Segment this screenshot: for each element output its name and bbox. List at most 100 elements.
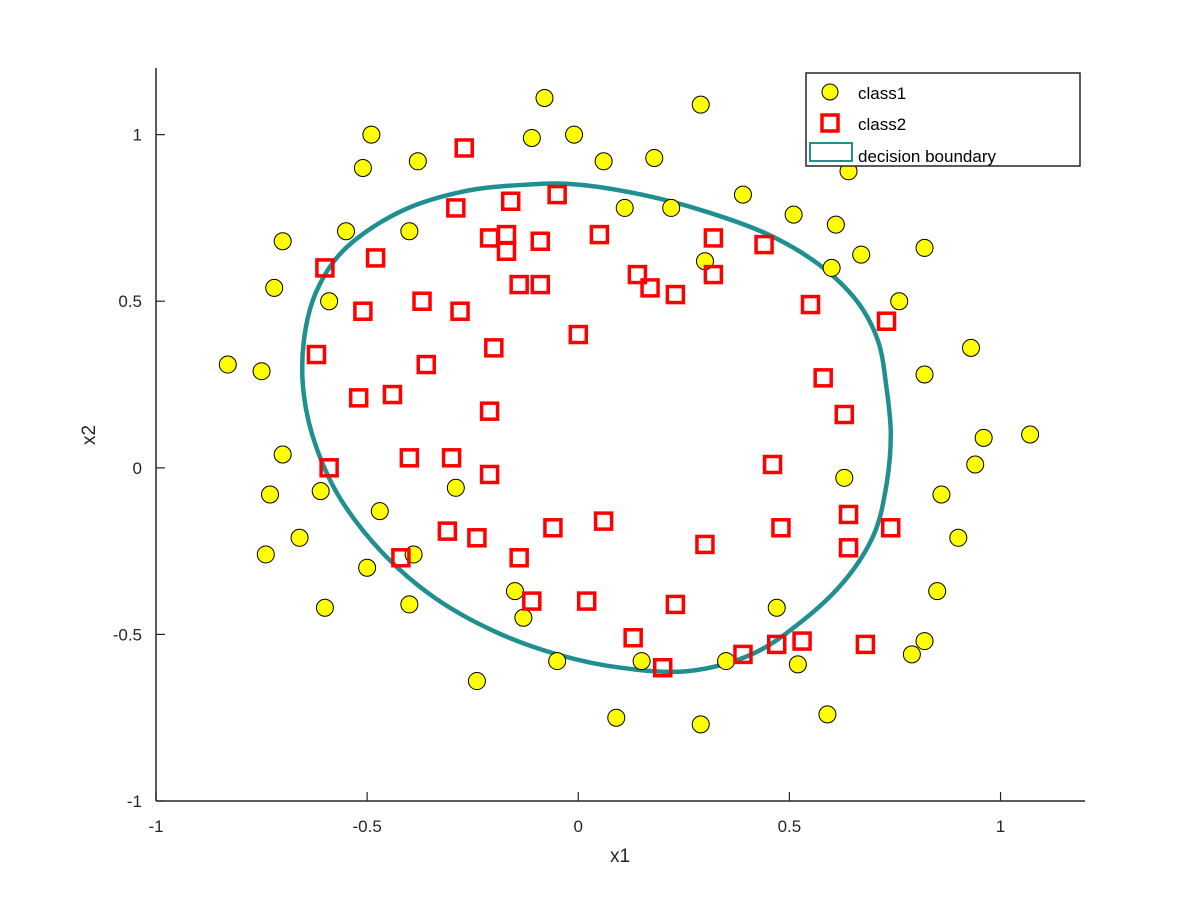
class2-point xyxy=(733,644,753,665)
class1-point xyxy=(915,365,934,384)
class1-point xyxy=(337,222,356,241)
class1-point xyxy=(645,148,664,167)
class2-point xyxy=(627,264,648,285)
class1-point xyxy=(662,198,681,217)
class1-point xyxy=(467,672,486,691)
class1-point xyxy=(522,128,541,147)
class2-point xyxy=(382,384,403,405)
class1-point xyxy=(252,362,271,381)
class2-point xyxy=(530,231,551,252)
class2-point xyxy=(589,224,610,245)
x-tick-label: 0.5 xyxy=(778,817,802,836)
y-tick-label: 0 xyxy=(133,459,142,478)
class2-point xyxy=(547,184,567,205)
class1-point xyxy=(408,152,427,171)
x-tick-label: 1 xyxy=(996,817,1005,836)
class1-point xyxy=(261,485,280,504)
class1-point xyxy=(370,502,389,521)
class1-point xyxy=(218,355,237,374)
class1-point xyxy=(928,582,947,601)
class1-point xyxy=(1021,425,1040,444)
class2-point xyxy=(467,528,487,548)
class1-point xyxy=(974,428,993,447)
class1-point xyxy=(822,258,841,277)
legend-class1-marker xyxy=(821,83,839,101)
class1-point xyxy=(505,582,524,601)
class1-point xyxy=(607,708,626,727)
class2-point xyxy=(509,548,529,568)
class2-point xyxy=(576,591,597,611)
class1-point xyxy=(632,652,651,671)
class1-point xyxy=(615,198,634,217)
class1-point xyxy=(265,278,284,297)
class2-point xyxy=(665,594,686,615)
class2-point xyxy=(348,388,369,408)
class2-point xyxy=(496,241,517,261)
class1-point xyxy=(966,455,985,474)
class2-point xyxy=(834,404,855,425)
class1-point xyxy=(446,478,465,497)
class1-point xyxy=(835,468,854,487)
class1-point xyxy=(818,705,837,724)
class2-point xyxy=(496,224,517,245)
legend-class2-label: class2 xyxy=(858,115,906,134)
x-tick-label: -1 xyxy=(148,817,163,836)
class1-point xyxy=(353,158,372,177)
class2-point xyxy=(703,228,724,248)
class2-point xyxy=(640,278,660,298)
class1-point xyxy=(358,558,377,577)
class2-point xyxy=(543,518,563,538)
class2-point xyxy=(479,401,500,421)
x-tick-label: -0.5 xyxy=(352,817,381,836)
class2-point xyxy=(441,448,462,468)
class1-point xyxy=(767,598,786,617)
class2-point xyxy=(652,657,673,678)
class1-point xyxy=(400,222,419,241)
x-tick-label: 0 xyxy=(574,817,583,836)
class1-point xyxy=(915,632,934,651)
class2-point xyxy=(530,274,551,295)
class2-point xyxy=(479,464,500,485)
class2-point xyxy=(855,634,876,655)
class2-point xyxy=(437,521,458,541)
class1-point xyxy=(594,152,613,171)
class2-point xyxy=(762,454,783,475)
class2-point xyxy=(766,634,787,655)
class2-point xyxy=(391,548,411,568)
class2-point xyxy=(399,448,420,468)
class2-point xyxy=(876,311,897,331)
class1-point xyxy=(535,88,554,107)
legend-boundary-label: decision boundary xyxy=(858,147,996,166)
legend-boundary-marker xyxy=(809,142,853,162)
class2-point xyxy=(509,274,529,295)
class2-point xyxy=(315,258,335,278)
class1-point xyxy=(273,232,292,251)
class1-point xyxy=(290,528,309,547)
class2-point xyxy=(353,301,373,321)
y-tick-label: 0.5 xyxy=(118,292,142,311)
class2-point xyxy=(450,301,470,321)
class2-point xyxy=(416,354,437,375)
legend-class1-label: class1 xyxy=(858,84,906,103)
class2-point xyxy=(665,284,686,305)
y-axis-label: x2 xyxy=(79,425,100,445)
legend-class2-marker xyxy=(820,113,840,133)
class1-point xyxy=(902,645,921,664)
class1-point xyxy=(691,95,710,114)
class1-point xyxy=(315,598,334,617)
x-axis-label: x1 xyxy=(610,846,630,867)
class1-point xyxy=(890,292,909,311)
class2-point xyxy=(792,631,812,651)
y-tick-label: -0.5 xyxy=(113,625,142,644)
class2-point xyxy=(838,538,859,558)
class2-point xyxy=(522,591,542,611)
y-tick-label: 1 xyxy=(133,126,142,145)
class2-point xyxy=(319,458,339,478)
class1-point xyxy=(565,125,584,144)
class2-point xyxy=(593,511,614,531)
class2-point xyxy=(754,234,774,255)
class1-point xyxy=(400,595,419,614)
class1-point xyxy=(932,485,951,504)
